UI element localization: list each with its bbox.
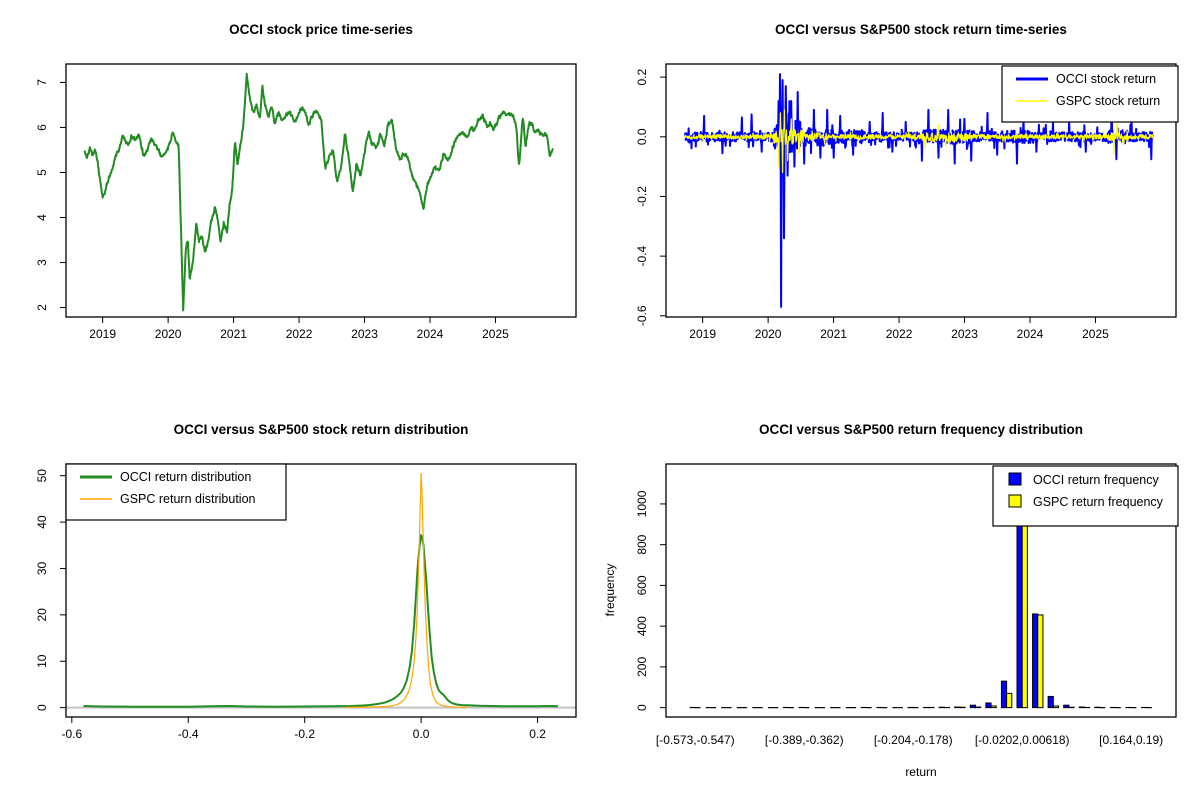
bar-occi-return-frequency-bin21 bbox=[1000, 680, 1008, 709]
bar-occi-return-frequency-bin23 bbox=[1032, 613, 1039, 709]
y-axis-title-frequency: frequency bbox=[603, 564, 617, 617]
plot-area-density: 0 10 20 30 40 50 -0.6 -0.4 -0.2 0.0 0.2 OCCI return… bbox=[35, 463, 577, 741]
bar-gspc-return-frequency-bin20 bbox=[990, 705, 997, 709]
legend-label: OCCI stock return bbox=[1056, 72, 1156, 86]
y-axis-tick-label: 600 bbox=[635, 575, 649, 595]
legend-swatch-occi-return-frequency bbox=[1008, 472, 1022, 486]
x-axis-tick-label: 2023 bbox=[351, 327, 378, 341]
x-axis-tick-label: 2019 bbox=[689, 327, 716, 341]
legend-label: OCCI return distribution bbox=[120, 470, 251, 484]
x-axis-tick-label: 2024 bbox=[417, 327, 444, 341]
legend-box bbox=[992, 465, 1179, 527]
y-axis-tick-label: 2 bbox=[35, 304, 49, 311]
panel-return-frequency: OCCI versus S&P500 return frequency dist… bbox=[600, 400, 1200, 800]
x-axis-title-return: return bbox=[905, 765, 936, 779]
x-axis-tick-label: 2021 bbox=[220, 327, 247, 341]
y-axis-tick-label: -0.6 bbox=[635, 305, 649, 326]
bar-gspc-return-frequency-bin19 bbox=[974, 706, 982, 709]
series-line-occi-stock-price bbox=[83, 72, 555, 312]
bar-occi-return-frequency-bin18 bbox=[954, 706, 961, 709]
x-axis-tick-label: 2022 bbox=[286, 327, 313, 341]
y-axis-tick-label: 0 bbox=[35, 704, 49, 711]
bar-gspc-return-frequency-bin24 bbox=[1052, 705, 1060, 709]
x-axis-tick-label: 2020 bbox=[755, 327, 782, 341]
y-axis-tick-label: 6 bbox=[35, 124, 49, 131]
chart-return-timeseries: OCCI versus S&P500 stock return time-ser… bbox=[635, 22, 1179, 341]
y-axis-tick-label: 40 bbox=[35, 515, 49, 529]
x-axis-tick-label: 0.2 bbox=[529, 727, 546, 741]
series-line-gspc-stock-return bbox=[684, 109, 1154, 174]
bar-occi-return-frequency-bin20 bbox=[985, 702, 992, 709]
x-bin-label: [-0.573,-0.547) bbox=[656, 733, 735, 747]
legend-box bbox=[1001, 65, 1179, 123]
y-axis-tick-label: 400 bbox=[635, 616, 649, 636]
panel-price-timeseries: OCCI stock price time-series 2 3 4 5 6 7 2019 2… bbox=[0, 0, 600, 400]
y-axis-tick-label: -0.4 bbox=[635, 245, 649, 266]
x-axis-tick-label: -0.4 bbox=[178, 727, 199, 741]
panel-return-distribution: OCCI versus S&P500 stock return distribu… bbox=[0, 400, 600, 800]
x-bin-label: [-0.389,-0.362) bbox=[765, 733, 844, 747]
bar-occi-return-frequency-bin26 bbox=[1078, 706, 1085, 709]
chart-title-returns: OCCI versus S&P500 stock return time-ser… bbox=[775, 22, 1067, 37]
series-line-occi-return-distribution bbox=[83, 534, 559, 708]
x-bin-label: [-0.0202,0.00618) bbox=[975, 733, 1070, 747]
chart-title-density: OCCI versus S&P500 stock return distribu… bbox=[174, 422, 469, 437]
y-axis-tick-label: 200 bbox=[635, 657, 649, 677]
bar-gspc-return-frequency-bin21 bbox=[1006, 692, 1013, 709]
y-axis-tick-label: 20 bbox=[35, 608, 49, 622]
chart-return-distribution: OCCI versus S&P500 stock return distribu… bbox=[35, 422, 577, 741]
y-axis-tick-label: 0.0 bbox=[635, 128, 649, 145]
series-line-occi-stock-return bbox=[684, 73, 1154, 308]
x-axis-tick-label: -0.2 bbox=[294, 727, 315, 741]
x-bin-label: [0.164,0.19) bbox=[1099, 733, 1163, 747]
y-axis-tick-label: 0.2 bbox=[635, 68, 649, 85]
x-axis-tick-label: 2023 bbox=[951, 327, 978, 341]
bar-occi-return-frequency-bin19 bbox=[969, 704, 976, 709]
legend-label: GSPC stock return bbox=[1056, 94, 1160, 108]
chart-title-price: OCCI stock price time-series bbox=[229, 22, 413, 37]
y-axis-tick-label: 30 bbox=[35, 561, 49, 575]
panel-return-timeseries: OCCI versus S&P500 stock return time-ser… bbox=[600, 0, 1200, 400]
legend-swatch-gspc-return-frequency bbox=[1008, 494, 1022, 508]
series-line-gspc-return-distribution bbox=[345, 472, 468, 708]
x-axis-tick-label: 2025 bbox=[1082, 327, 1109, 341]
x-axis-tick-label: 2019 bbox=[89, 327, 116, 341]
x-axis-tick-label: 2020 bbox=[155, 327, 182, 341]
legend-box bbox=[65, 463, 287, 521]
y-axis-tick-label: 7 bbox=[35, 79, 49, 86]
legend-label: GSPC return distribution bbox=[120, 492, 256, 506]
x-axis-tick-label: 2025 bbox=[482, 327, 509, 341]
y-axis-tick-label: 1000 bbox=[635, 490, 649, 517]
x-axis-tick-label: 2022 bbox=[886, 327, 913, 341]
bar-gspc-return-frequency-bin23 bbox=[1037, 614, 1044, 709]
x-axis-tick-label: 0.0 bbox=[413, 727, 430, 741]
x-axis-tick-label: 2021 bbox=[820, 327, 847, 341]
y-axis-tick-label: 5 bbox=[35, 169, 49, 176]
y-axis-tick-label: 4 bbox=[35, 214, 49, 221]
legend-label: GSPC return frequency bbox=[1033, 495, 1164, 509]
plot-box bbox=[665, 463, 1177, 718]
plot-area-returns: 0.2 0.0 -0.2 -0.4 -0.6 2019 2020 2021 2022 2023 20… bbox=[635, 63, 1179, 341]
x-axis-tick-label: -0.6 bbox=[61, 727, 82, 741]
x-bin-label: [-0.204,-0.178) bbox=[874, 733, 953, 747]
chart-title-hist: OCCI versus S&P500 return frequency dist… bbox=[759, 422, 1083, 437]
y-axis-tick-label: 50 bbox=[35, 469, 49, 483]
x-axis-tick-label: 2024 bbox=[1017, 327, 1044, 341]
plot-box bbox=[65, 63, 577, 318]
bar-occi-return-frequency-bin25 bbox=[1063, 704, 1070, 709]
plot-area-price: 2 3 4 5 6 7 2019 2020 2021 2022 2023 2024 2025 bbox=[35, 63, 577, 341]
y-axis-tick-label: 3 bbox=[35, 259, 49, 266]
plot-area-hist: 0 200 400 600 800 1000 [-0.573,-0.547) [-0.389,… bbox=[635, 463, 1179, 747]
plot-box bbox=[665, 63, 1177, 318]
legend-label: OCCI return frequency bbox=[1033, 473, 1159, 487]
y-axis-tick-label: -0.2 bbox=[635, 186, 649, 207]
bar-occi-return-frequency-bin24 bbox=[1047, 695, 1054, 709]
chart-return-frequency: OCCI versus S&P500 return frequency dist… bbox=[603, 422, 1179, 779]
plot-box bbox=[65, 463, 577, 718]
y-axis-tick-label: 0 bbox=[635, 704, 649, 711]
y-axis-tick-label: 10 bbox=[35, 654, 49, 668]
y-axis-tick-label: 800 bbox=[635, 534, 649, 554]
